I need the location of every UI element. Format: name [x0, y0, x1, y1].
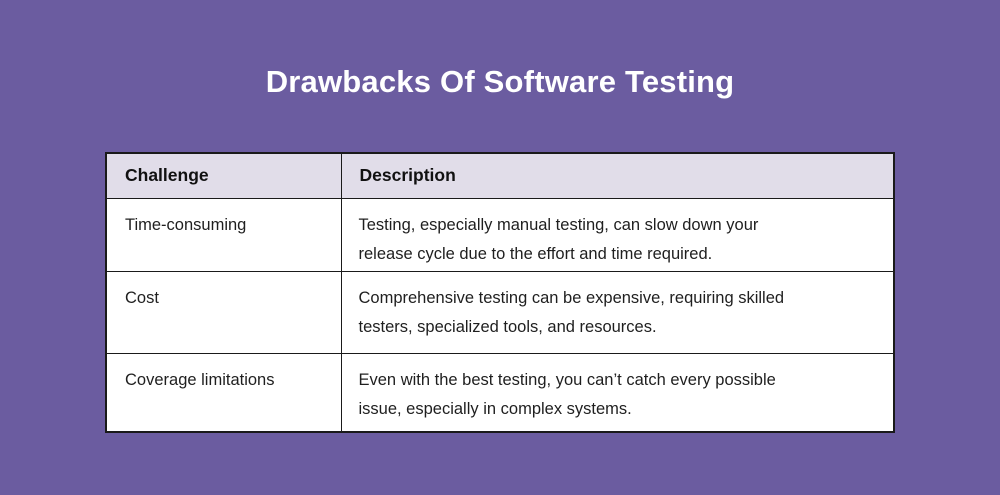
table-row: Time-consuming Testing, especially manua… — [105, 197, 895, 272]
challenge-cell: Coverage limitations — [105, 352, 342, 433]
description-cell: Even with the best testing, you can’t ca… — [340, 352, 895, 433]
table-header-row: Challenge Description — [105, 152, 895, 199]
page-title: Drawbacks Of Software Testing — [265, 64, 735, 99]
table-row: Coverage limitations Even with the best … — [105, 352, 895, 433]
description-line: testers, specialized tools, and resource… — [358, 317, 657, 336]
description-line: Testing, especially manual testing, can … — [358, 215, 759, 234]
drawbacks-table: Challenge Description Time-consuming Tes… — [105, 152, 895, 433]
description-line: issue, especially in complex systems. — [358, 399, 632, 418]
column-header-challenge: Challenge — [105, 152, 342, 199]
description-line: Even with the best testing, you can’t ca… — [358, 370, 776, 389]
description-cell: Comprehensive testing can be expensive, … — [340, 270, 895, 354]
table-row: Cost Comprehensive testing can be expens… — [105, 270, 895, 354]
description-line: release cycle due to the effort and time… — [358, 244, 713, 263]
challenge-cell: Time-consuming — [105, 197, 342, 272]
description-cell: Testing, especially manual testing, can … — [340, 197, 895, 272]
challenge-cell: Cost — [105, 270, 342, 354]
description-line: Comprehensive testing can be expensive, … — [358, 288, 785, 307]
column-header-description: Description — [340, 152, 895, 199]
